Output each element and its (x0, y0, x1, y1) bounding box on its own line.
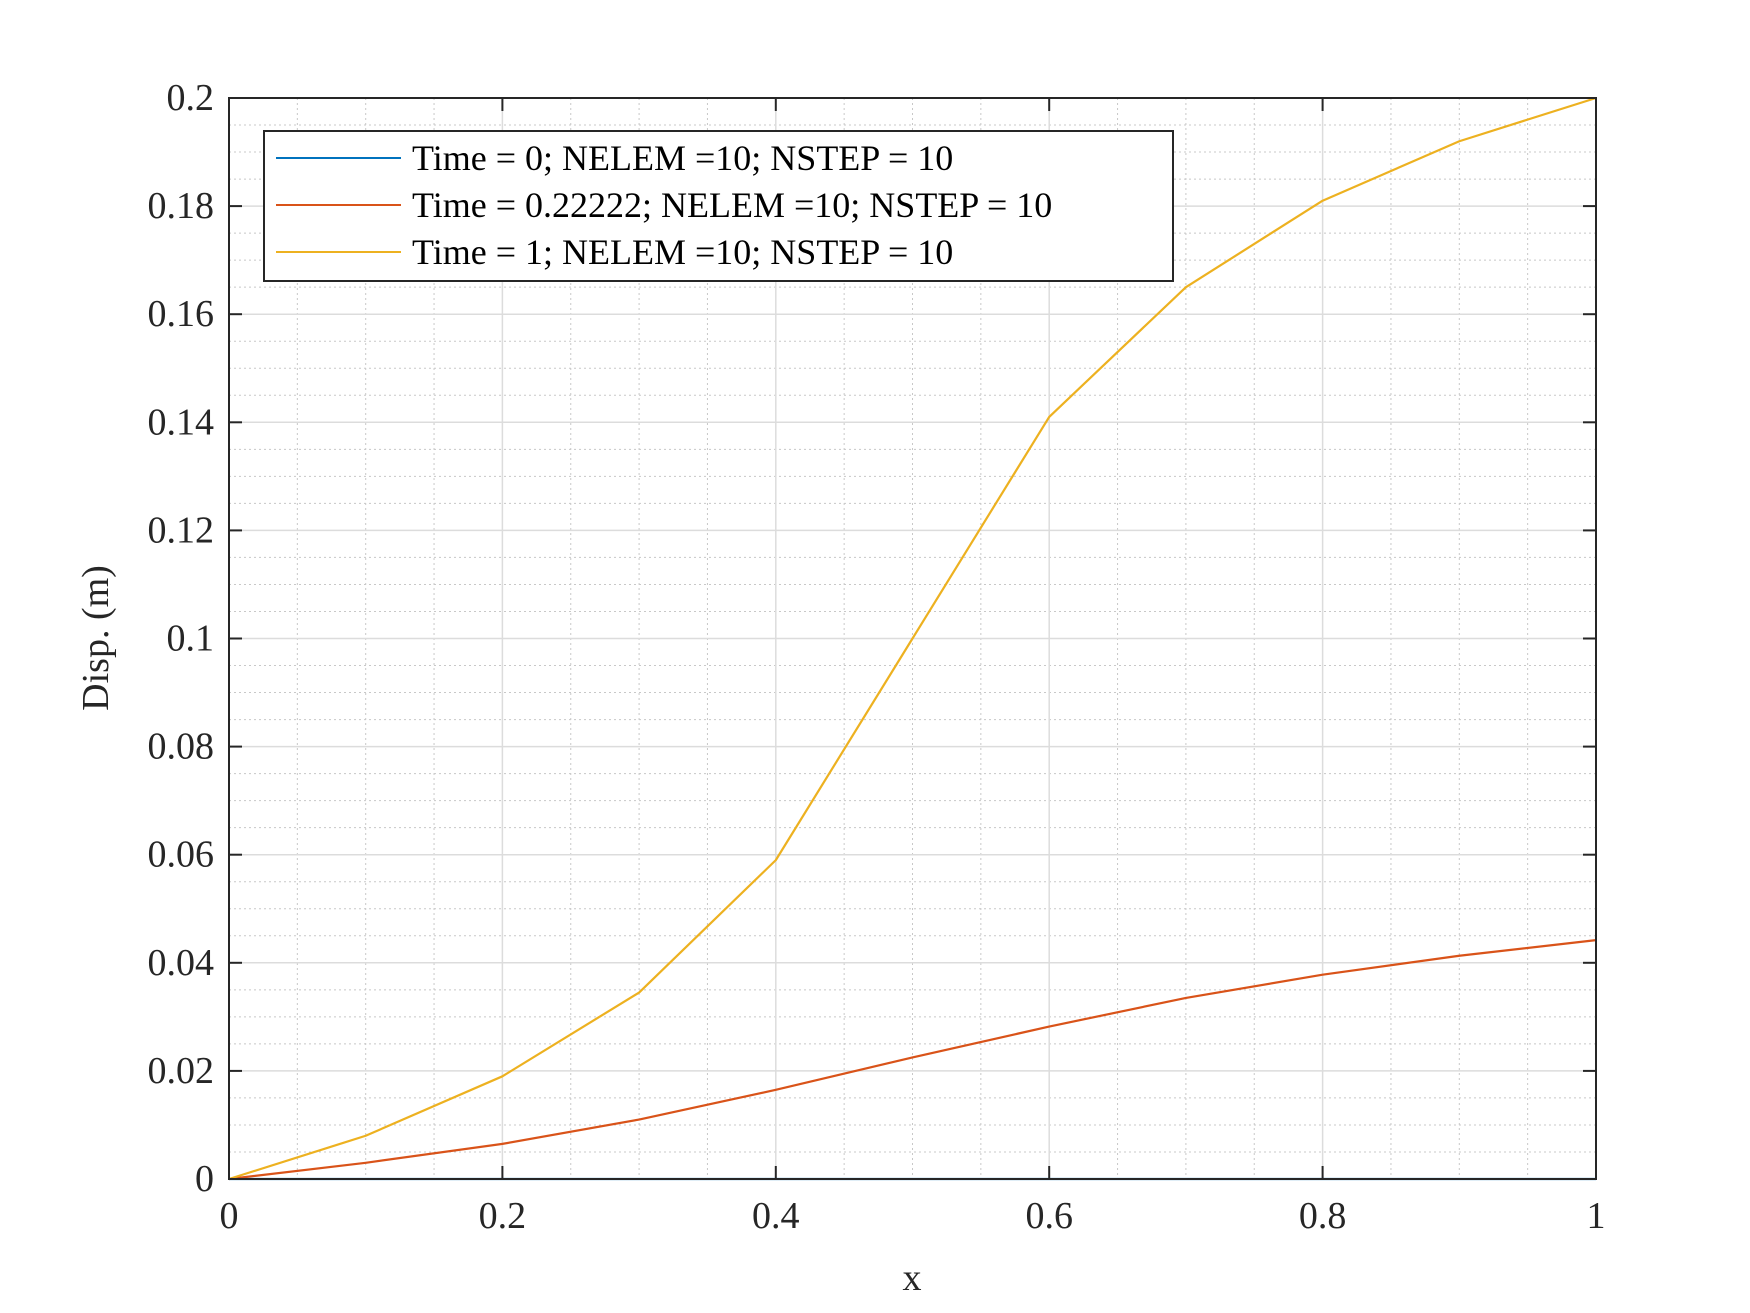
y-tick-label: 0.04 (148, 942, 215, 984)
y-tick-label: 0.18 (148, 185, 215, 227)
y-tick-label: 0.06 (148, 834, 215, 876)
y-tick-label: 0.02 (148, 1050, 215, 1092)
legend-label-series-0: Time = 0; NELEM =10; NSTEP = 10 (412, 138, 953, 178)
legend-label-series-2: Time = 1; NELEM =10; NSTEP = 10 (412, 232, 953, 272)
y-tick-label: 0.2 (167, 77, 215, 119)
tick-marks (228, 97, 1597, 1180)
legend-label-series-1: Time = 0.22222; NELEM =10; NSTEP = 10 (412, 185, 1052, 225)
y-axis-label: Disp. (m) (75, 565, 117, 711)
x-axis-label: x (903, 1257, 922, 1299)
x-tick-label: 0.6 (1025, 1195, 1073, 1237)
y-tick-label: 0.16 (148, 293, 215, 335)
y-tick-label: 0.14 (148, 401, 215, 443)
x-tick-label: 0.2 (479, 1195, 527, 1237)
series-line-2 (228, 96, 1597, 1181)
y-tick-label: 0.1 (167, 618, 215, 660)
x-tick-label: 0.8 (1299, 1195, 1347, 1237)
x-tick-label: 1 (1587, 1195, 1606, 1237)
y-tick-label: 0 (195, 1158, 214, 1200)
legend-box (263, 130, 1174, 282)
y-tick-labels: 0 0.02 0.04 0.06 0.08 0.1 0.12 0.14 0.16 0.18 0.2 (148, 77, 215, 1200)
series-line-1 (228, 939, 1597, 1181)
y-tick-label: 0.12 (148, 509, 215, 551)
x-tick-label: 0 (220, 1195, 239, 1237)
x-tick-label: 0.4 (752, 1195, 800, 1237)
x-tick-labels: 0 0.2 0.4 0.6 0.8 1 (220, 1195, 1606, 1237)
y-tick-label: 0.08 (148, 726, 215, 768)
legend: Time = 0; NELEM =10; NSTEP = 10 Time = 0… (263, 130, 1174, 282)
